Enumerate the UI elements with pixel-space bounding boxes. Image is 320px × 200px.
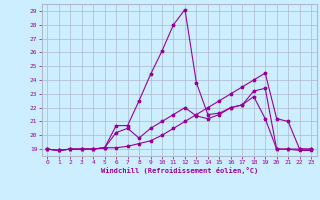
X-axis label: Windchill (Refroidissement éolien,°C): Windchill (Refroidissement éolien,°C): [100, 167, 258, 174]
